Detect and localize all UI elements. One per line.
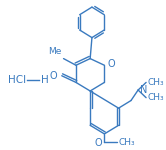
- Text: O: O: [50, 71, 57, 81]
- Text: Me: Me: [48, 47, 62, 56]
- Text: H: H: [41, 75, 49, 85]
- Text: CH₃: CH₃: [119, 138, 135, 147]
- Text: O: O: [94, 138, 102, 148]
- Text: CH₃: CH₃: [148, 93, 165, 102]
- Text: N: N: [140, 85, 147, 95]
- Text: CH₃: CH₃: [148, 78, 165, 87]
- Text: O: O: [108, 59, 116, 69]
- Text: HCl: HCl: [8, 75, 26, 85]
